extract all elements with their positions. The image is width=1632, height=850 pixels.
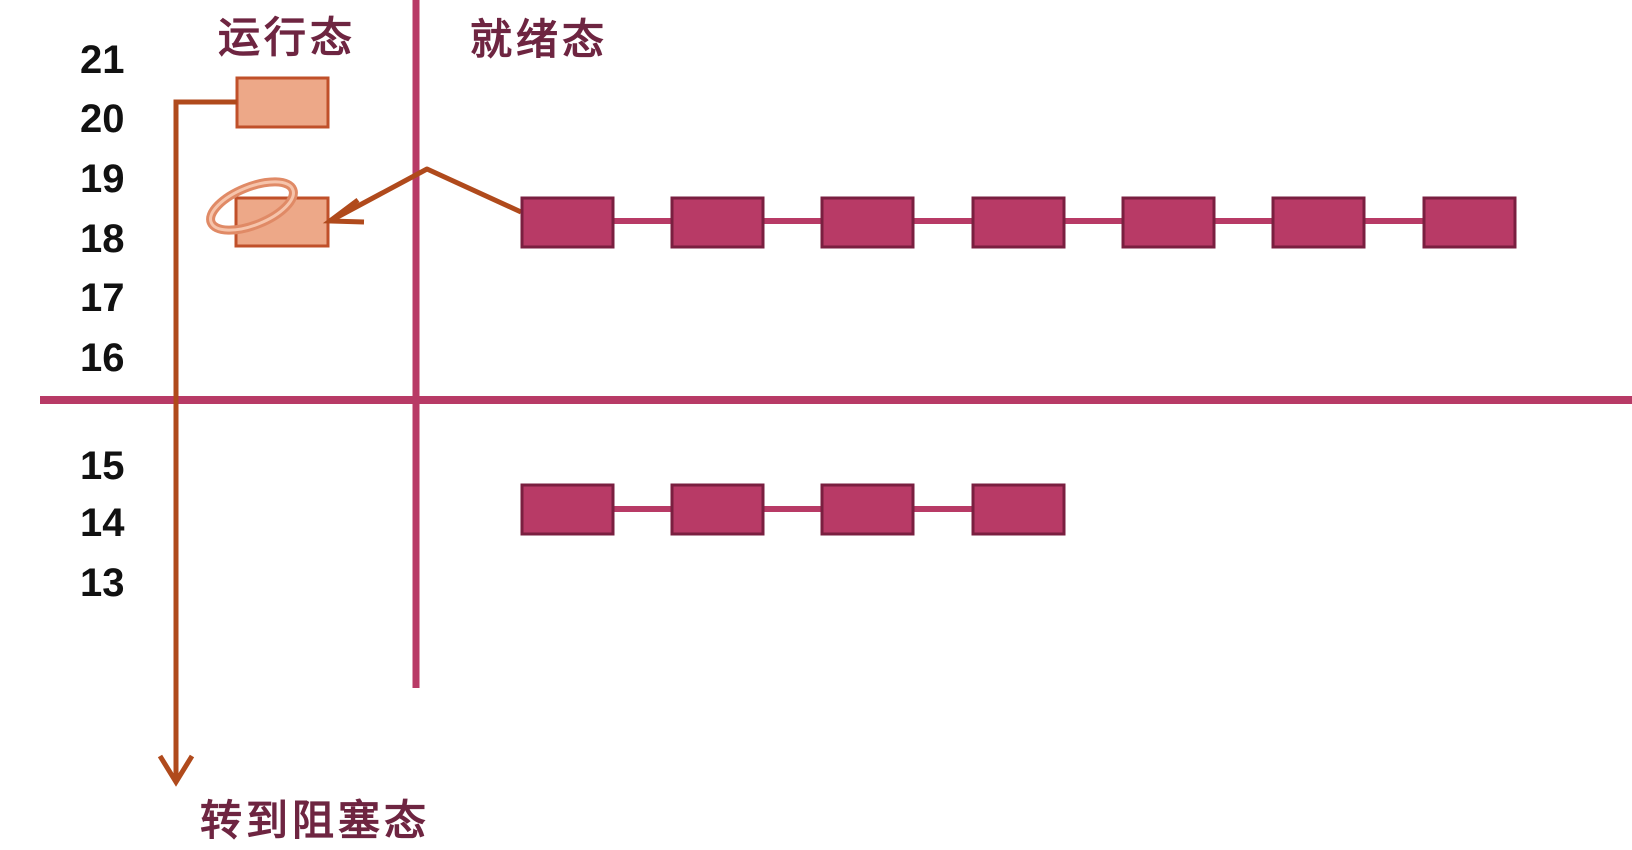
priority-label-17: 17 — [80, 276, 125, 320]
priority-label-18: 18 — [80, 217, 125, 261]
ready-process — [820, 196, 915, 249]
running-process-priority-20 — [235, 76, 330, 129]
ready-queue-priority-18 — [520, 196, 1517, 249]
ready-state-heading: 就绪态 — [470, 15, 608, 64]
running-state-heading: 运行态 — [218, 13, 356, 62]
ready-queue-priority-14 — [520, 483, 1066, 536]
priority-label-21: 21 — [80, 38, 125, 82]
schedule-arrowhead — [322, 198, 365, 225]
to-blocked-label: 转到阻塞态 — [200, 796, 430, 845]
priority-label-16: 16 — [80, 336, 125, 380]
ready-process — [520, 196, 615, 249]
priority-label-20: 20 — [80, 97, 125, 141]
priority-label-13: 13 — [80, 561, 125, 605]
priority-label-15: 15 — [80, 444, 125, 488]
to-blocked-arrowhead — [157, 754, 195, 787]
ready-process — [670, 483, 765, 536]
priority-label-14: 14 — [80, 501, 125, 545]
ready-process — [670, 196, 765, 249]
ready-process — [971, 483, 1066, 536]
ready-process — [1422, 196, 1517, 249]
to-blocked-arrow — [173, 99, 237, 780]
ready-process — [1121, 196, 1216, 249]
ready-process — [520, 483, 615, 536]
schedule-arrow — [328, 166, 523, 224]
ready-process — [1271, 196, 1366, 249]
ready-process — [971, 196, 1066, 249]
halo-icon — [206, 177, 298, 235]
priority-axis: 21 20 19 18 17 16 15 14 13 — [80, 38, 125, 605]
priority-label-19: 19 — [80, 157, 125, 201]
ready-process — [820, 483, 915, 536]
